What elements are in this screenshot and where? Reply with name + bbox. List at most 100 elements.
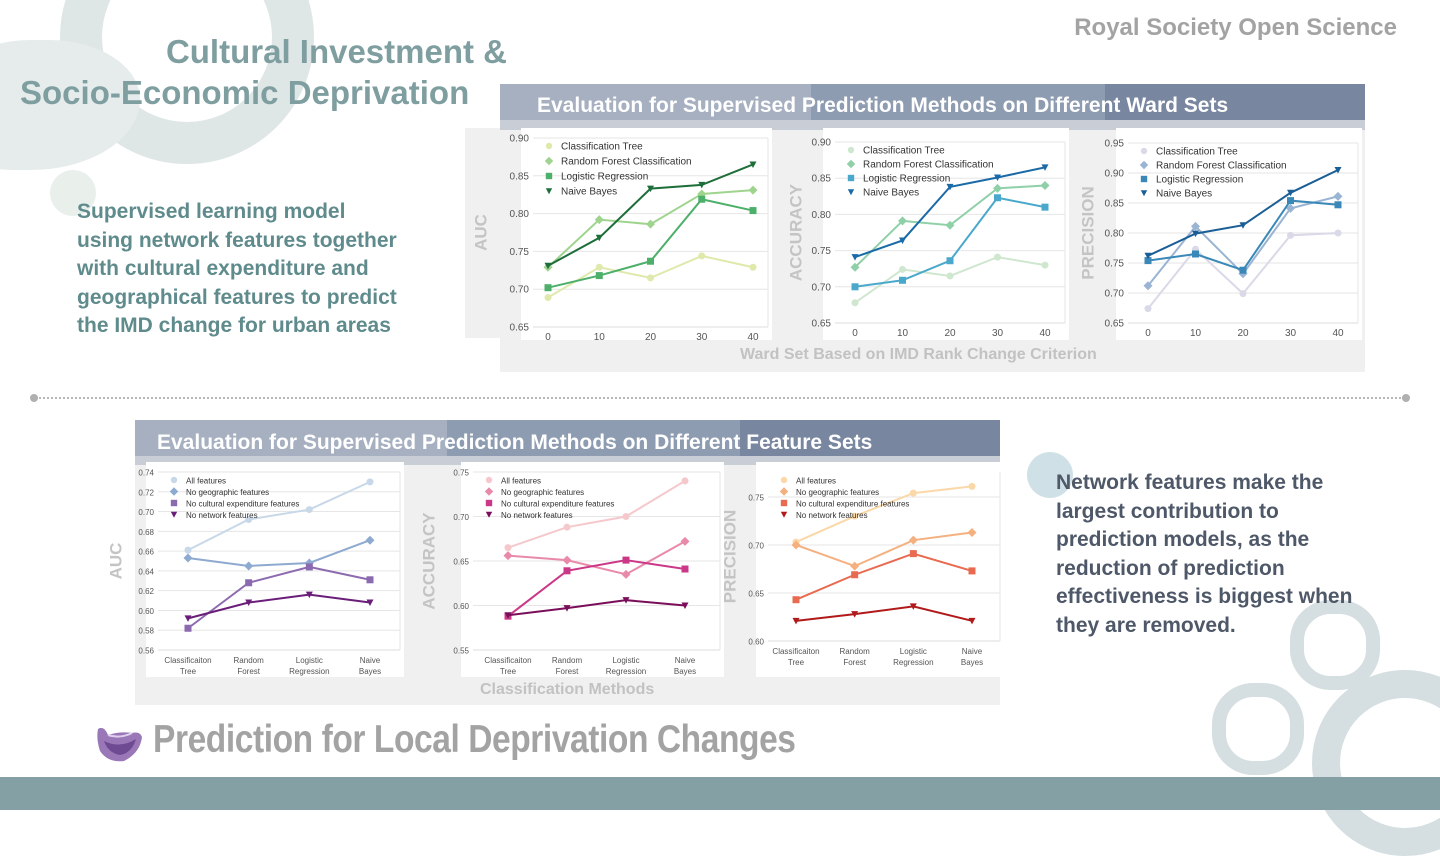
chart-accuracy-ward-sets: 0.65 0.70 0.75 0.80 0.85 0.90 0 10 20 30 40 ACCURAC… bbox=[786, 128, 1069, 340]
series-logistic-regression bbox=[1144, 197, 1342, 274]
y-tick-label: 0.64 bbox=[138, 567, 154, 576]
data-point bbox=[791, 540, 801, 550]
x-tick-label: Regression bbox=[606, 667, 646, 676]
legend-marker bbox=[170, 476, 178, 484]
data-point bbox=[621, 569, 631, 579]
legend-marker bbox=[169, 487, 179, 496]
data-point bbox=[698, 181, 706, 189]
y-tick-label: 0.80 bbox=[1105, 229, 1125, 240]
footer-band bbox=[0, 777, 1440, 810]
data-point bbox=[851, 512, 859, 520]
y-axis-label: PRECISION bbox=[1078, 186, 1097, 280]
data-point bbox=[1041, 261, 1049, 269]
data-point bbox=[1192, 250, 1199, 258]
decorative-dot-right bbox=[1027, 452, 1073, 498]
y-tick-label: 0.95 bbox=[1105, 139, 1125, 150]
y-axis-label: PRECISION bbox=[720, 510, 739, 604]
data-point bbox=[968, 482, 976, 490]
data-point bbox=[563, 523, 571, 531]
data-point bbox=[647, 257, 654, 265]
data-point bbox=[366, 576, 374, 584]
data-point bbox=[305, 506, 313, 514]
legend-label: Logistic Regression bbox=[863, 174, 950, 185]
data-point bbox=[1334, 229, 1342, 237]
top-panel-xlabel: Ward Set Based on IMD Rank Change Criter… bbox=[740, 346, 1097, 363]
x-tick-label: Naive bbox=[675, 656, 696, 665]
data-point bbox=[946, 272, 954, 280]
data-point bbox=[968, 617, 976, 625]
y-tick-label: 0.75 bbox=[510, 247, 530, 258]
y-tick-label: 0.65 bbox=[1105, 319, 1125, 330]
left-description: Supervised learning model using network … bbox=[77, 198, 397, 341]
x-tick-label: 0 bbox=[545, 332, 551, 343]
data-point bbox=[851, 283, 859, 291]
legend-marker bbox=[544, 156, 554, 166]
data-point bbox=[899, 237, 906, 244]
series-line bbox=[795, 531, 973, 568]
decorative-flower-2 bbox=[1212, 683, 1304, 775]
data-point bbox=[1334, 167, 1342, 174]
text-line: they are removed. bbox=[1056, 613, 1236, 637]
top-panel-title: Evaluation for Supervised Prediction Met… bbox=[537, 94, 1229, 117]
section-divider bbox=[36, 397, 1404, 399]
legend-marker bbox=[545, 142, 553, 150]
legend-label: All features bbox=[501, 477, 541, 486]
data-point bbox=[967, 527, 977, 537]
y-tick-label: 0.62 bbox=[138, 587, 154, 596]
data-point bbox=[748, 185, 758, 195]
y-tick-label: 0.70 bbox=[510, 285, 530, 296]
data-point bbox=[698, 252, 706, 260]
data-point bbox=[544, 294, 552, 302]
legend-label: No cultural expenditure features bbox=[186, 500, 299, 509]
chart-accuracy-feature-sets: 0.55 0.60 0.65 0.70 0.75 Classificaiton Tree Ra… bbox=[419, 462, 724, 677]
y-tick-label: 0.65 bbox=[453, 558, 469, 567]
series-line bbox=[507, 540, 686, 576]
data-point bbox=[1333, 191, 1343, 201]
y-tick-label: 0.60 bbox=[138, 607, 154, 616]
x-tick-label: 20 bbox=[1237, 328, 1249, 339]
legend-label: No network features bbox=[796, 511, 868, 520]
legend-label: No geographic features bbox=[796, 488, 879, 497]
legend-marker bbox=[545, 172, 553, 180]
x-tick-label: Regression bbox=[289, 667, 329, 676]
series-classification-tree bbox=[851, 253, 1049, 307]
data-point bbox=[851, 611, 859, 618]
data-point bbox=[184, 546, 192, 554]
legend-marker bbox=[170, 499, 178, 507]
data-point bbox=[647, 274, 654, 282]
x-tick-label: Forest bbox=[843, 658, 866, 667]
y-tick-label: 0.65 bbox=[812, 319, 832, 330]
bottom-header-underline bbox=[135, 456, 1000, 465]
legend-marker bbox=[780, 476, 788, 484]
series-no-network-features bbox=[184, 591, 374, 622]
y-tick-label: 0.55 bbox=[453, 647, 469, 656]
data-point bbox=[1287, 197, 1294, 205]
legend-label: Naive Bayes bbox=[863, 188, 919, 199]
series-all-features bbox=[184, 478, 374, 554]
data-point bbox=[698, 195, 706, 203]
data-point bbox=[945, 220, 955, 230]
data-point bbox=[1334, 201, 1342, 209]
legend-label: Classification Tree bbox=[1156, 147, 1238, 158]
data-point bbox=[851, 299, 859, 307]
data-point bbox=[1286, 203, 1295, 213]
data-point bbox=[563, 567, 571, 575]
data-point bbox=[908, 535, 918, 545]
data-point bbox=[562, 555, 572, 565]
data-point bbox=[1144, 257, 1152, 265]
legend-marker bbox=[780, 511, 788, 518]
y-axis-label: AUC bbox=[471, 214, 490, 251]
data-point bbox=[1238, 269, 1248, 279]
data-point bbox=[245, 579, 253, 587]
x-tick-label: Random bbox=[552, 656, 583, 665]
y-tick-label: 0.72 bbox=[138, 488, 154, 497]
y-tick-label: 0.58 bbox=[138, 627, 154, 636]
data-point bbox=[305, 591, 313, 599]
legend-marker bbox=[1140, 147, 1148, 155]
data-point bbox=[1041, 203, 1049, 211]
x-tick-label: 0 bbox=[852, 328, 858, 339]
data-point bbox=[681, 602, 689, 609]
x-tick-label: Regression bbox=[893, 658, 933, 667]
data-point bbox=[909, 603, 917, 610]
y-tick-label: 0.70 bbox=[812, 282, 832, 293]
